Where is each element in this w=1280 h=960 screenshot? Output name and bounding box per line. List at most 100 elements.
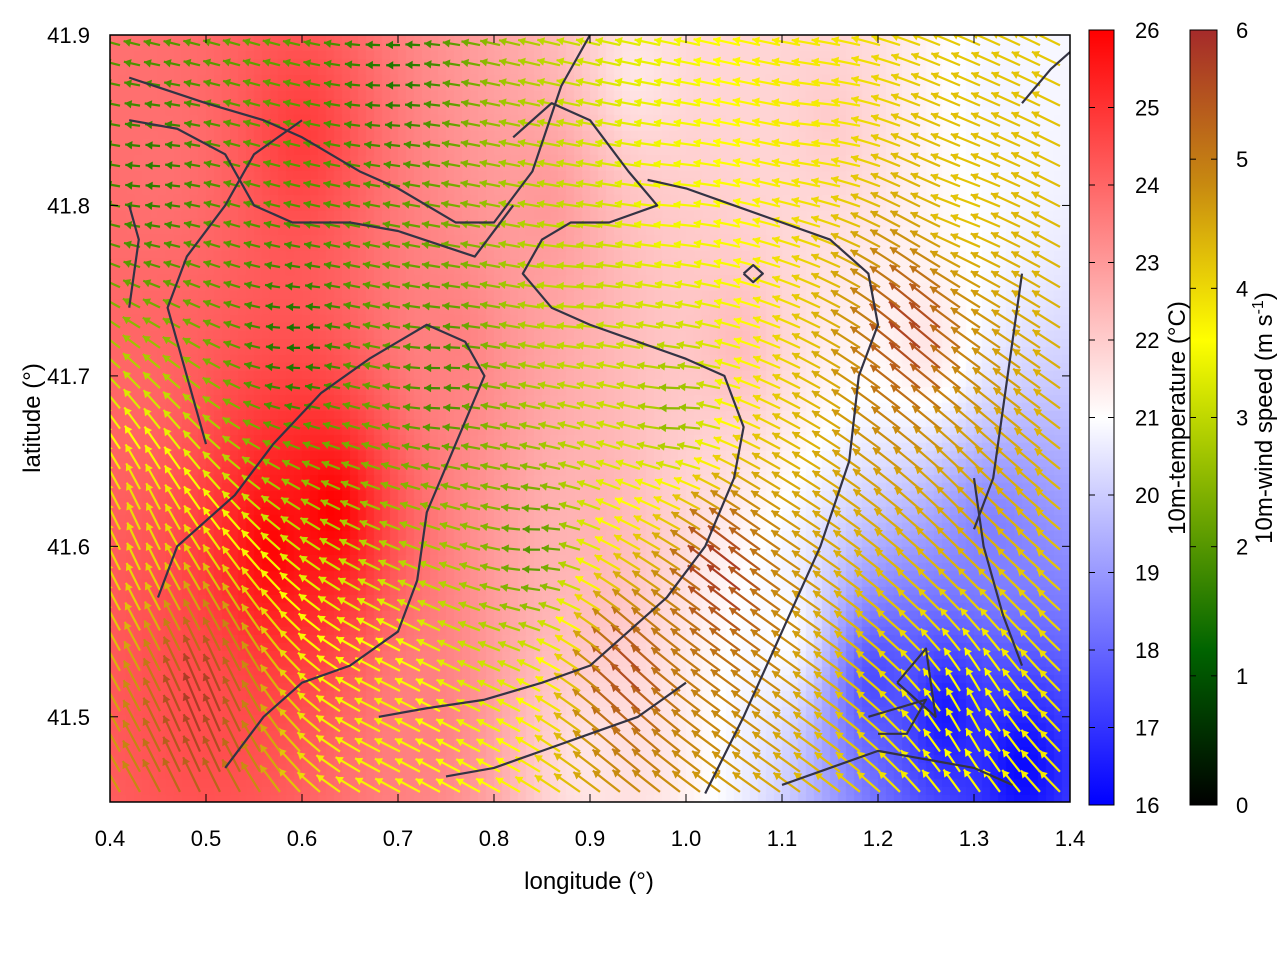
wind-arrow (752, 771, 781, 793)
wind-arrow (437, 619, 461, 632)
wind-arrow (712, 117, 741, 127)
wind-arrow (222, 38, 241, 47)
y-tick-label: 41.8 (47, 193, 90, 218)
wind-arrow (1039, 749, 1061, 773)
wind-arrow (221, 435, 241, 450)
wind-arrow (182, 713, 202, 752)
wind-arrow (397, 579, 421, 592)
wind-arrow (282, 99, 301, 108)
wind-arrow (612, 570, 641, 591)
wind-arrow (421, 462, 441, 471)
wind-arrow (221, 490, 241, 511)
wind-arrow (342, 200, 361, 209)
wind-arrow (222, 58, 241, 67)
wind-arrow (693, 456, 721, 470)
wind-arrow (182, 411, 201, 430)
wind-arrow (655, 320, 681, 329)
wind-arrow (183, 200, 201, 209)
wind-arrow (830, 270, 861, 289)
wind-arrow (733, 317, 761, 329)
wind-arrow (436, 639, 461, 652)
wind-arrow (974, 425, 1001, 450)
wind-arrow (953, 35, 981, 47)
y-tick-label: 41.9 (47, 23, 90, 48)
wind-arrow (850, 174, 881, 188)
wind-arrow (834, 690, 861, 713)
wind-arrow (540, 503, 561, 512)
wind-arrow (145, 562, 161, 591)
wind-arrow (183, 220, 201, 229)
wind-arrow (278, 687, 301, 712)
wind-arrow (557, 400, 581, 410)
wind-arrow (890, 191, 921, 208)
wind-arrow (480, 442, 501, 451)
wind-arrow (693, 77, 721, 87)
wind-arrow (335, 636, 361, 652)
wind-arrow (300, 479, 321, 491)
wind-arrow (421, 240, 441, 250)
wind-arrow (282, 78, 301, 88)
wind-arrow (380, 481, 401, 491)
wind-arrow (730, 669, 761, 692)
wind-arrow (957, 587, 981, 612)
wind-arrow (201, 757, 221, 793)
wind-arrow (950, 345, 981, 369)
wind-arrow (162, 694, 182, 732)
wind-arrow (183, 523, 201, 551)
wind-arrow (125, 181, 141, 190)
wind-arrow (304, 382, 321, 392)
wind-arrow (693, 259, 721, 269)
wind-arrow (970, 270, 1001, 289)
wind-arrow (304, 261, 321, 270)
wind-arrow (813, 711, 841, 733)
wind-arrow (243, 361, 261, 370)
wind-arrow (576, 240, 601, 250)
wind-arrow (240, 511, 261, 531)
wind-arrow (303, 99, 321, 108)
wind-arrow (221, 737, 241, 773)
wind-arrow (394, 697, 421, 713)
wind-arrow (222, 359, 241, 370)
wind-arrow (921, 769, 941, 793)
wind-arrow (223, 139, 241, 148)
wind-arrow (732, 197, 761, 208)
wind-arrow (284, 261, 301, 270)
contour-line (896, 647, 937, 718)
wind-arrow (394, 657, 421, 672)
wind-arrow (950, 233, 981, 248)
wind-arrow (286, 343, 301, 353)
wind-arrow (163, 260, 181, 269)
wind-arrow (414, 717, 441, 733)
wind-arrow (1002, 728, 1021, 753)
wind-arrow (852, 468, 881, 491)
wind-arrow (536, 199, 561, 209)
wind-arrow (792, 690, 821, 713)
wind-arrow (556, 380, 581, 390)
wind-arrow (634, 57, 661, 67)
wind-arrow (382, 240, 401, 250)
wind-arrow (417, 580, 441, 592)
wind-arrow (895, 547, 921, 571)
wind-arrow (538, 601, 561, 612)
colorbar-tick-label: 25 (1135, 96, 1159, 121)
wind-arrow (575, 98, 601, 107)
wind-arrow (240, 566, 261, 591)
wind-arrow (791, 391, 821, 410)
wind-arrow (297, 671, 321, 692)
wind-arrow (853, 548, 881, 571)
wind-arrow (495, 757, 521, 773)
wind-arrow (335, 656, 361, 672)
wind-arrow (791, 589, 821, 612)
wind-arrow (500, 482, 521, 492)
wind-arrow (811, 489, 841, 511)
wind-arrow (614, 138, 641, 148)
wind-arrow (441, 281, 461, 290)
wind-arrow (539, 582, 561, 592)
wind-arrow (652, 513, 681, 531)
wind-arrow (970, 308, 1001, 329)
wind-arrow (435, 678, 461, 692)
wind-arrow (771, 490, 801, 511)
wind-arrow (424, 383, 441, 393)
wind-arrow (461, 58, 481, 68)
